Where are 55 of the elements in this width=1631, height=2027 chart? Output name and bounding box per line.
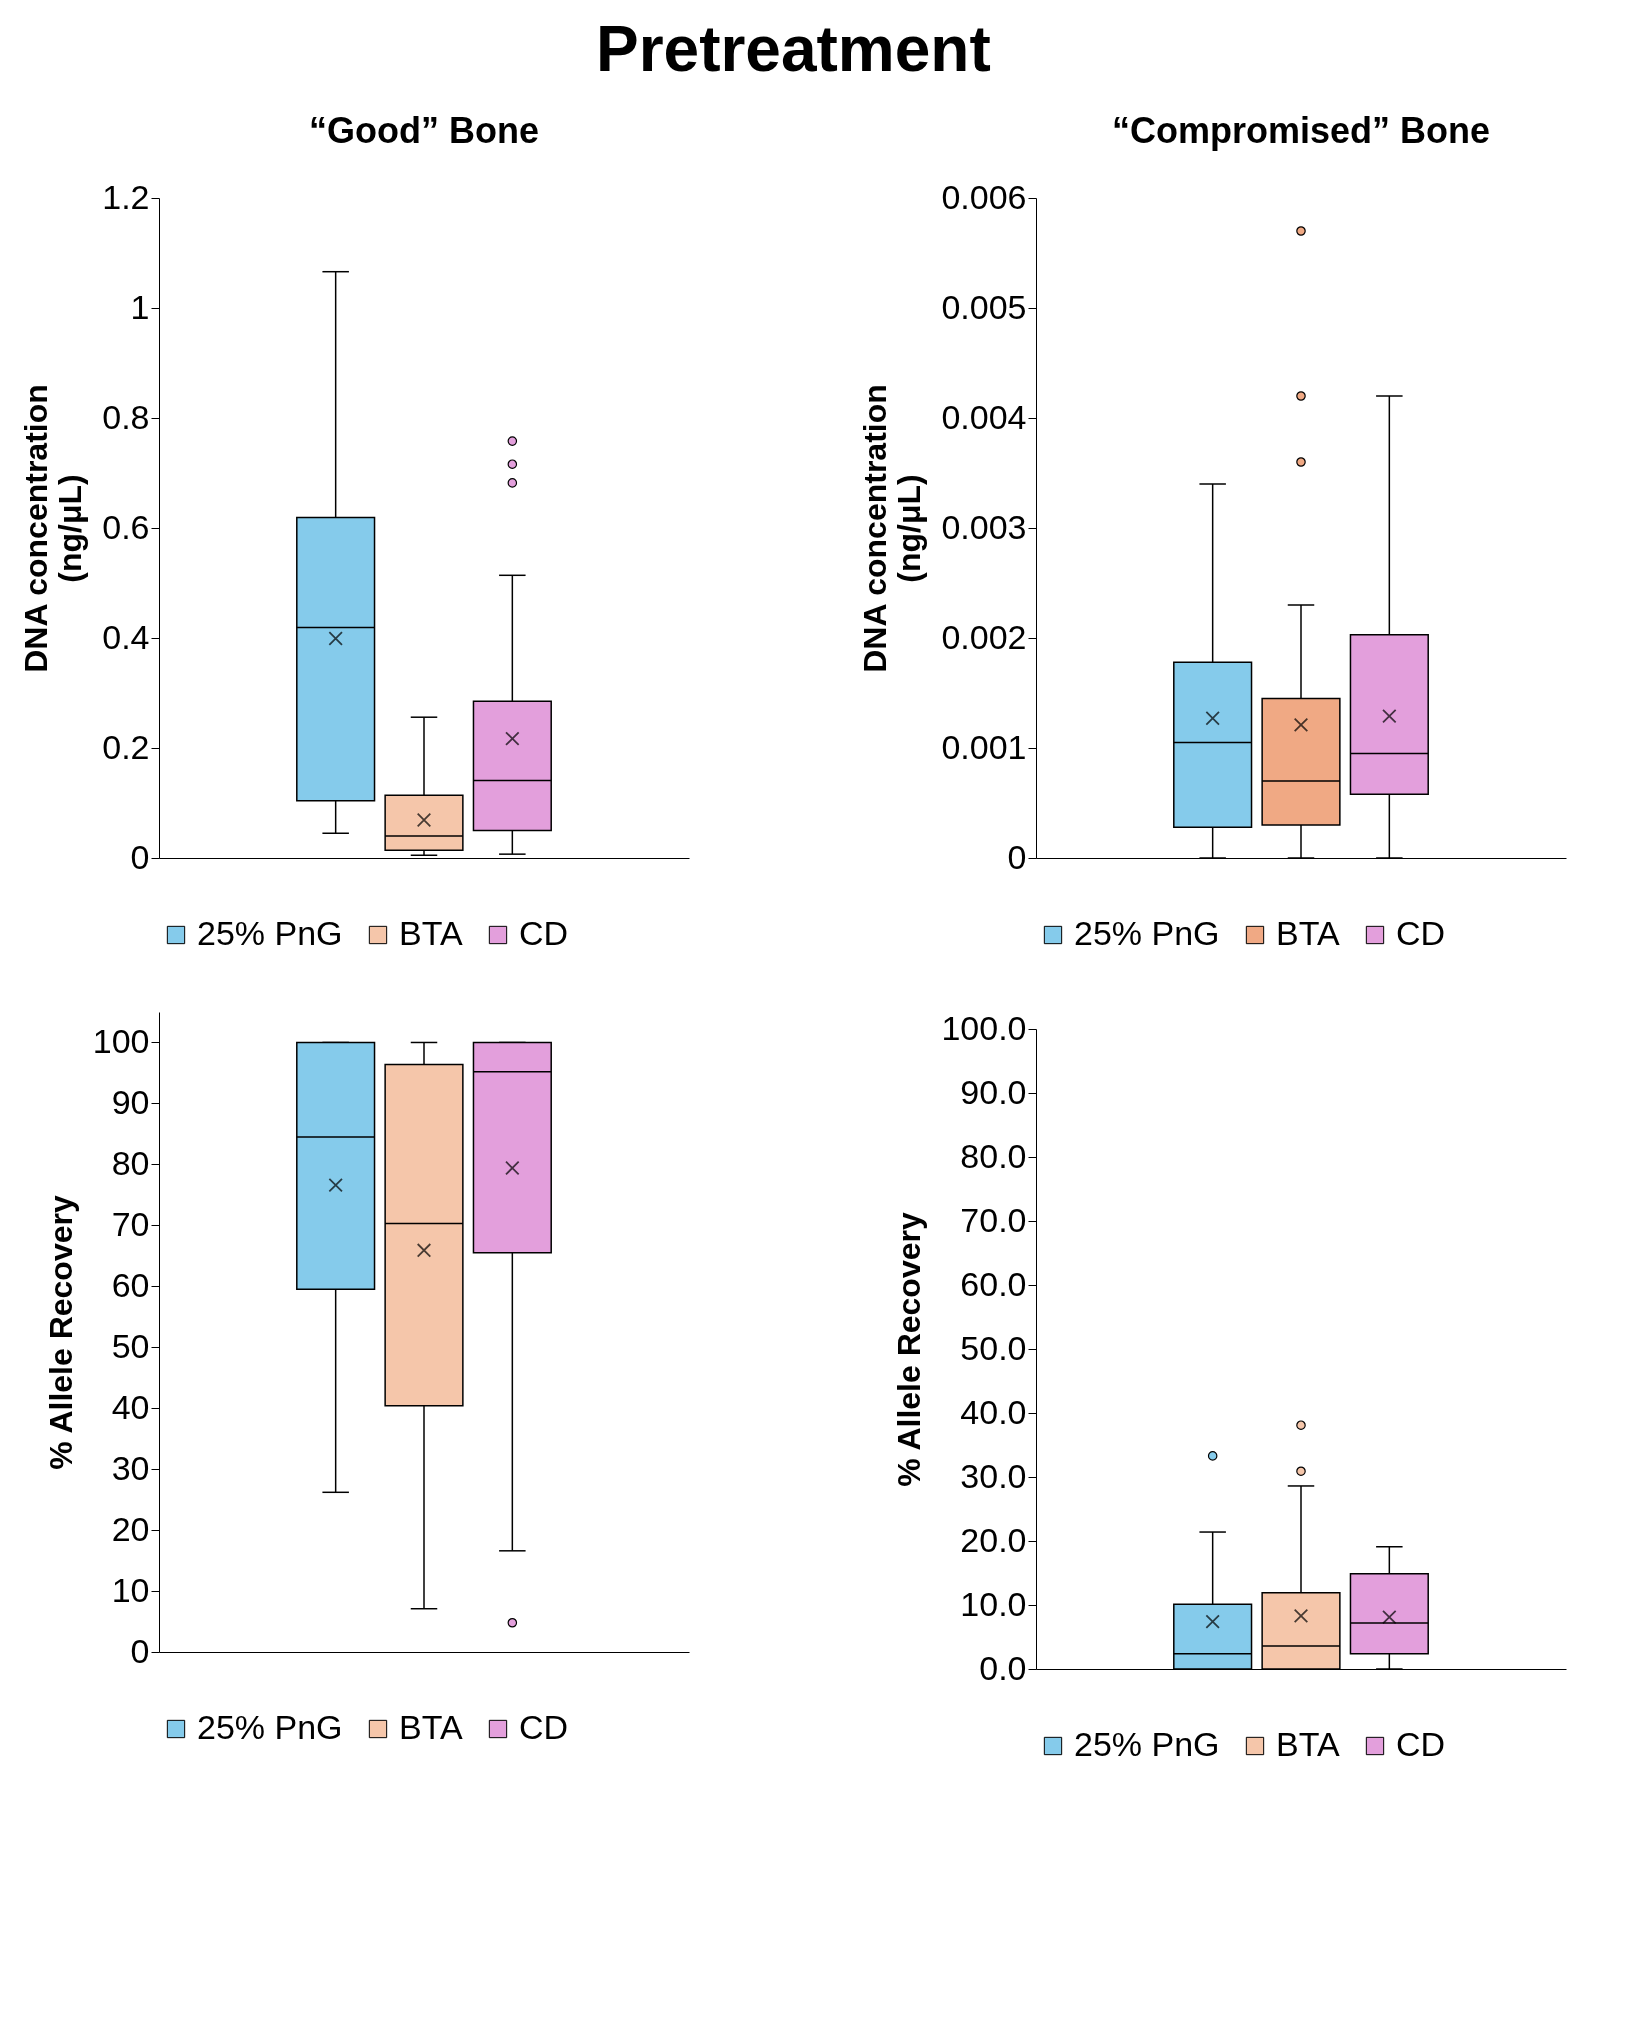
legend-label: CD [1396, 914, 1446, 952]
y-tick-label: 50.0 [960, 1328, 1027, 1367]
y-tick-label: 0.8 [102, 397, 150, 436]
y-tick-label: 0.001 [941, 727, 1027, 766]
y-tick-label: 0.2 [102, 727, 150, 766]
y-tick-label: 20 [111, 1509, 150, 1548]
y-tick-label: 0.003 [941, 507, 1027, 546]
y-tick-label: 30.0 [960, 1456, 1027, 1495]
y-tick-label: 10 [111, 1570, 150, 1609]
y-tick-label: 0.6 [102, 507, 150, 546]
y-tick-label: 0 [130, 837, 150, 876]
y-tick-label: 70 [111, 1204, 150, 1243]
y-tick-label: 0 [130, 1631, 150, 1670]
y-tick-label: 40 [111, 1387, 150, 1426]
y-tick-label: 80.0 [960, 1136, 1027, 1175]
chart-subtitle: “Good” Bone [309, 110, 539, 151]
y-tick-label: 1 [130, 287, 150, 326]
y-tick-label: 20.0 [960, 1520, 1027, 1559]
y-tick-label: 100 [92, 1021, 150, 1060]
legend-label: 25% PnG [197, 914, 343, 952]
y-tick-label: 90 [111, 1082, 150, 1121]
y-tick-label: 80 [111, 1143, 150, 1182]
y-tick-label: 40.0 [960, 1392, 1027, 1431]
y-axis-title: DNA concentration (ng/μL) [18, 384, 89, 673]
y-axis-title: % Allele Recovery [42, 1195, 79, 1470]
y-tick-label: 1.2 [102, 177, 150, 216]
y-tick-label: 0.005 [941, 287, 1027, 326]
chart-title: “Compromised” Bone [1111, 110, 1491, 151]
y-tick-label: 0.0 [979, 1648, 1027, 1687]
y-tick-label: 70.0 [960, 1200, 1027, 1239]
y-tick-label: 0.006 [941, 177, 1027, 216]
y-tick-label: 0.002 [941, 617, 1027, 656]
legend-label: 25% PnG [1074, 1725, 1220, 1763]
legend-label: BTA [1276, 1725, 1340, 1763]
legend-label: CD [1396, 1725, 1446, 1763]
y-tick-label: 100.0 [941, 1008, 1027, 1047]
y-tick-label: 0.004 [941, 397, 1027, 436]
chart-title: Pretreatment [595, 13, 991, 85]
y-tick-label: 0.4 [102, 617, 150, 656]
y-tick-label: 90.0 [960, 1072, 1027, 1111]
legend-label: 25% PnG [1074, 914, 1220, 952]
y-tick-label: 60 [111, 1265, 150, 1304]
y-tick-label: 0 [1007, 837, 1027, 876]
legend-label: BTA [399, 914, 463, 952]
legend-label: 25% PnG [197, 1708, 343, 1746]
legend-label: CD [519, 914, 569, 952]
legend-label: BTA [399, 1708, 463, 1746]
y-tick-label: 60.0 [960, 1264, 1027, 1303]
y-tick-label: 50 [111, 1326, 150, 1365]
y-tick-label: 10.0 [960, 1584, 1027, 1623]
y-axis-title: % Allele Recovery [891, 1212, 928, 1487]
legend-label: CD [519, 1708, 569, 1746]
y-axis-title: DNA concentration (ng/μL) [857, 384, 928, 673]
y-tick-label: 30 [111, 1448, 150, 1487]
legend-label: BTA [1276, 914, 1340, 952]
